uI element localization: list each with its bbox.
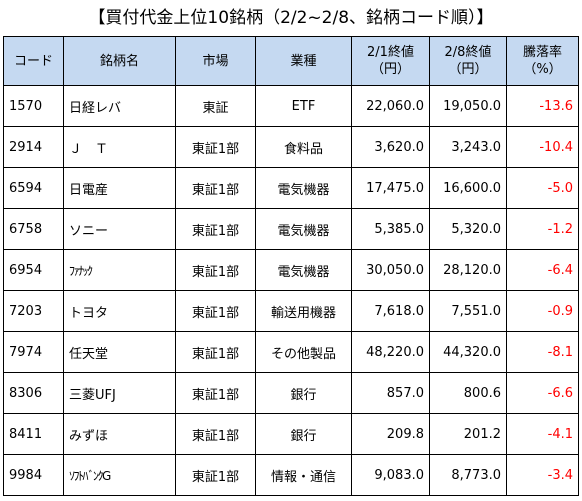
cell-code: 6954 xyxy=(3,249,64,291)
cell-industry: 電気機器 xyxy=(255,208,352,250)
column-header-price-0208-unit: （円） xyxy=(448,62,488,77)
cell-market: 東証1部 xyxy=(175,413,256,455)
cell-price-0201: 9,083.0 xyxy=(351,454,430,496)
cell-code: 1570 xyxy=(3,85,64,127)
cell-name: 任天堂 xyxy=(63,331,176,373)
cell-price-0208: 5,320.0 xyxy=(429,208,507,250)
table-row: 6758 ソニー 東証1部 電気機器 5,385.0 5,320.0 -1.2 xyxy=(3,208,579,250)
cell-market: 東証1部 xyxy=(175,249,256,291)
cell-code: 7203 xyxy=(3,290,64,332)
column-header-name: 銘柄名 xyxy=(63,36,176,86)
cell-market: 東証1部 xyxy=(175,167,256,209)
cell-price-0208: 28,120.0 xyxy=(429,249,507,291)
cell-industry: 銀行 xyxy=(255,413,352,455)
cell-price-0201: 209.8 xyxy=(351,413,430,455)
cell-price-0201: 30,050.0 xyxy=(351,249,430,291)
cell-rate: -6.6 xyxy=(506,372,579,414)
table-row: 1570 日経レバ 東証 ETF 22,060.0 19,050.0 -13.6 xyxy=(3,85,579,127)
column-header-price-0201-unit: （円） xyxy=(370,62,410,77)
cell-price-0201: 857.0 xyxy=(351,372,430,414)
cell-price-0208: 3,243.0 xyxy=(429,126,507,168)
table-row: 7203 トヨタ 東証1部 輸送用機器 7,618.0 7,551.0 -0.9 xyxy=(3,290,579,332)
cell-name: 三菱UFJ xyxy=(63,372,176,414)
column-header-price-0201-label: 2/1終値 xyxy=(367,45,414,60)
table-row: 8306 三菱UFJ 東証1部 銀行 857.0 800.6 -6.6 xyxy=(3,372,579,414)
cell-price-0208: 8,773.0 xyxy=(429,454,507,496)
cell-price-0201: 22,060.0 xyxy=(351,85,430,127)
cell-rate: -4.1 xyxy=(506,413,579,455)
cell-industry: その他製品 xyxy=(255,331,352,373)
table-header-row: コード 銘柄名 市場 業種 2/1終値 （円） 2/8終値 （円） 騰落率 （%… xyxy=(3,36,579,86)
cell-price-0208: 7,551.0 xyxy=(429,290,507,332)
cell-industry: 電気機器 xyxy=(255,167,352,209)
cell-name: みずほ xyxy=(63,413,176,455)
top-10-stocks-table: コード 銘柄名 市場 業種 2/1終値 （円） 2/8終値 （円） 騰落率 （%… xyxy=(3,36,579,496)
cell-price-0208: 44,320.0 xyxy=(429,331,507,373)
cell-code: 9984 xyxy=(3,454,64,496)
cell-market: 東証 xyxy=(175,85,256,127)
cell-market: 東証1部 xyxy=(175,454,256,496)
column-header-market: 市場 xyxy=(175,36,256,86)
cell-code: 8411 xyxy=(3,413,64,455)
cell-market: 東証1部 xyxy=(175,331,256,373)
cell-code: 2914 xyxy=(3,126,64,168)
cell-industry: 電気機器 xyxy=(255,249,352,291)
cell-market: 東証1部 xyxy=(175,126,256,168)
cell-rate: -13.6 xyxy=(506,85,579,127)
cell-industry: 銀行 xyxy=(255,372,352,414)
cell-rate: -3.4 xyxy=(506,454,579,496)
table-row: 7974 任天堂 東証1部 その他製品 48,220.0 44,320.0 -8… xyxy=(3,331,579,373)
column-header-rate-label: 騰落率 xyxy=(522,45,562,60)
cell-name: ｿﾌﾄﾊﾞﾝｸG xyxy=(63,454,176,496)
cell-rate: -1.2 xyxy=(506,208,579,250)
cell-market: 東証1部 xyxy=(175,290,256,332)
cell-price-0201: 17,475.0 xyxy=(351,167,430,209)
cell-price-0208: 201.2 xyxy=(429,413,507,455)
cell-industry: 輸送用機器 xyxy=(255,290,352,332)
cell-industry: ETF xyxy=(255,85,352,127)
cell-code: 7974 xyxy=(3,331,64,373)
column-header-industry: 業種 xyxy=(255,36,352,86)
cell-industry: 食料品 xyxy=(255,126,352,168)
column-header-code: コード xyxy=(3,36,64,86)
cell-price-0208: 19,050.0 xyxy=(429,85,507,127)
cell-code: 6594 xyxy=(3,167,64,209)
cell-rate: -5.0 xyxy=(506,167,579,209)
table-row: 6954 ﾌｧﾅｯｸ 東証1部 電気機器 30,050.0 28,120.0 -… xyxy=(3,249,579,291)
cell-price-0201: 5,385.0 xyxy=(351,208,430,250)
column-header-rate-unit: （%） xyxy=(523,62,562,77)
cell-price-0201: 48,220.0 xyxy=(351,331,430,373)
table-row: 9984 ｿﾌﾄﾊﾞﾝｸG 東証1部 情報・通信 9,083.0 8,773.0… xyxy=(3,454,579,496)
cell-price-0208: 16,600.0 xyxy=(429,167,507,209)
cell-industry: 情報・通信 xyxy=(255,454,352,496)
cell-name: トヨタ xyxy=(63,290,176,332)
cell-name: 日経レバ xyxy=(63,85,176,127)
cell-rate: -8.1 xyxy=(506,331,579,373)
cell-name: 日電産 xyxy=(63,167,176,209)
column-header-price-0208-label: 2/8終値 xyxy=(444,45,492,60)
cell-code: 8306 xyxy=(3,372,64,414)
cell-name: ソニー xyxy=(63,208,176,250)
cell-name: ﾌｧﾅｯｸ xyxy=(63,249,176,291)
column-header-price-0201: 2/1終値 （円） xyxy=(351,36,430,86)
table-row: 8411 みずほ 東証1部 銀行 209.8 201.2 -4.1 xyxy=(3,413,579,455)
cell-price-0201: 7,618.0 xyxy=(351,290,430,332)
column-header-rate: 騰落率 （%） xyxy=(506,36,579,86)
table-row: 2914 Ｊ Ｔ 東証1部 食料品 3,620.0 3,243.0 -10.4 xyxy=(3,126,579,168)
cell-price-0208: 800.6 xyxy=(429,372,507,414)
cell-rate: -0.9 xyxy=(506,290,579,332)
cell-market: 東証1部 xyxy=(175,372,256,414)
column-header-price-0208: 2/8終値 （円） xyxy=(429,36,507,86)
page-title: 【買付代金上位10銘柄（2/2~2/8、銘柄コード順）】 xyxy=(88,8,494,28)
cell-market: 東証1部 xyxy=(175,208,256,250)
cell-rate: -10.4 xyxy=(506,126,579,168)
cell-price-0201: 3,620.0 xyxy=(351,126,430,168)
cell-rate: -6.4 xyxy=(506,249,579,291)
cell-code: 6758 xyxy=(3,208,64,250)
table-row: 6594 日電産 東証1部 電気機器 17,475.0 16,600.0 -5.… xyxy=(3,167,579,209)
cell-name: Ｊ Ｔ xyxy=(63,126,176,168)
